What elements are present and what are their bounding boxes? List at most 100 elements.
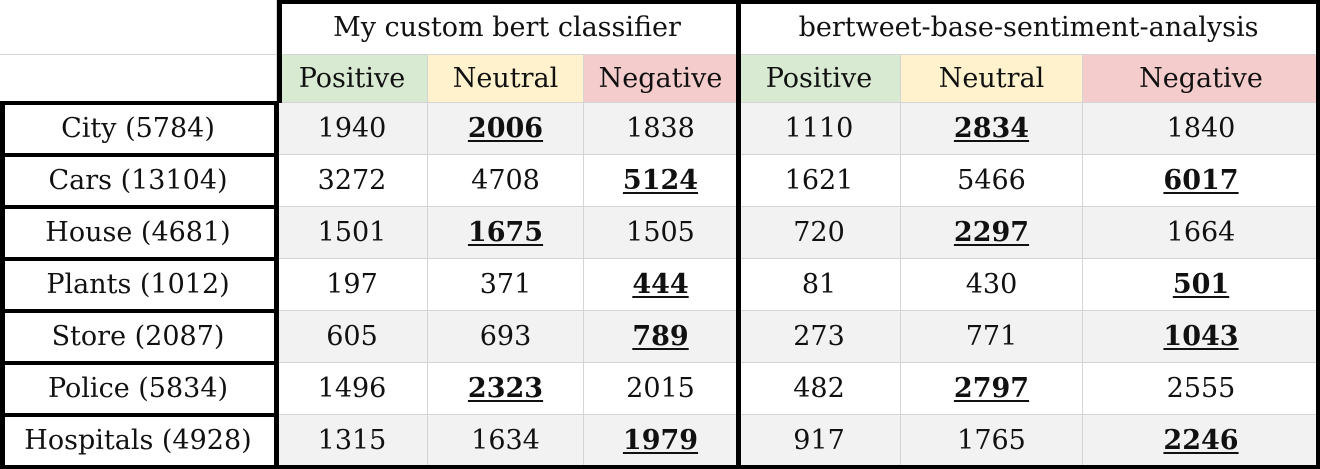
value: 1505: [626, 217, 695, 248]
value: 2015: [626, 373, 695, 404]
value: 1940: [317, 113, 387, 144]
value-cell: 5466: [901, 155, 1083, 207]
max-value: 1979: [622, 425, 699, 456]
max-value: 444: [632, 269, 689, 300]
value: 3272: [317, 165, 387, 196]
value-cell: 501: [1083, 259, 1320, 311]
border-group-divider: [736, 0, 741, 469]
value-cell: 1675: [428, 207, 584, 259]
value: 1496: [317, 373, 387, 404]
value: 482: [793, 373, 845, 404]
value-cell: 2015: [584, 363, 738, 415]
value-cell: 2834: [901, 103, 1083, 155]
border-label-right: [274, 103, 279, 469]
value: 430: [965, 269, 1018, 300]
value-cell: 917: [738, 415, 901, 467]
group-header: bertweet-base-sentiment-analysis: [738, 0, 1320, 55]
value-cell: 1634: [428, 415, 584, 467]
row-separator: [0, 413, 279, 417]
value: 273: [793, 321, 845, 352]
value: 371: [479, 269, 532, 300]
max-value: 2006: [467, 113, 544, 144]
value-cell: 1505: [584, 207, 738, 259]
value: 917: [793, 425, 845, 456]
value-cell: 2797: [901, 363, 1083, 415]
row-label: Police (5834): [0, 363, 277, 415]
value-cell: 2555: [1083, 363, 1320, 415]
value-cell: 4708: [428, 155, 584, 207]
value: 4708: [471, 165, 540, 196]
value-cell: 1838: [584, 103, 738, 155]
value-cell: 2297: [901, 207, 1083, 259]
value-cell: 1979: [584, 415, 738, 467]
subheader-neutral: Neutral: [901, 55, 1083, 103]
row-separator: [0, 465, 279, 469]
value: 1840: [1166, 113, 1236, 144]
value-cell: 273: [738, 311, 901, 363]
corner-cell: [0, 55, 277, 103]
value: 197: [326, 269, 378, 300]
max-value: 2246: [1163, 425, 1239, 456]
value-cell: 2323: [428, 363, 584, 415]
value-cell: 1940: [277, 103, 428, 155]
row-separator: [0, 309, 279, 313]
value-cell: 789: [584, 311, 738, 363]
value-cell: 81: [738, 259, 901, 311]
value: 693: [479, 321, 532, 352]
row-separator: [0, 101, 279, 105]
row-label: House (4681): [0, 207, 277, 259]
value: 81: [801, 269, 837, 300]
value-cell: 720: [738, 207, 901, 259]
value-cell: 3272: [277, 155, 428, 207]
row-label: City (5784): [0, 103, 277, 155]
max-value: 1675: [467, 217, 544, 248]
value: 1664: [1166, 217, 1236, 248]
value-cell: 482: [738, 363, 901, 415]
subheader-positive: Positive: [277, 55, 428, 103]
border-data-left: [0, 103, 5, 469]
max-value: 2323: [467, 373, 544, 404]
max-value: 501: [1172, 269, 1230, 300]
border-left-header: [277, 0, 282, 103]
value: 2555: [1166, 373, 1236, 404]
value-cell: 1765: [901, 415, 1083, 467]
value-cell: 1501: [277, 207, 428, 259]
subheader-negative: Negative: [1083, 55, 1320, 103]
value-cell: 1110: [738, 103, 901, 155]
row-label: Plants (1012): [0, 259, 277, 311]
max-value: 6017: [1163, 165, 1239, 196]
max-value: 2297: [953, 217, 1030, 248]
value: 1838: [626, 113, 695, 144]
value-cell: 371: [428, 259, 584, 311]
value: 1315: [317, 425, 387, 456]
subheader-neutral: Neutral: [428, 55, 584, 103]
row-separator: [0, 205, 279, 209]
max-value: 2834: [953, 113, 1030, 144]
row-separator: [0, 257, 279, 261]
value-cell: 605: [277, 311, 428, 363]
value-cell: 1664: [1083, 207, 1320, 259]
value-cell: 6017: [1083, 155, 1320, 207]
group-header: My custom bert classifier: [277, 0, 738, 55]
border-bottom: [0, 465, 1320, 469]
value: 1634: [471, 425, 540, 456]
value-cell: 1840: [1083, 103, 1320, 155]
value-cell: 2246: [1083, 415, 1320, 467]
value: 1765: [957, 425, 1026, 456]
value-cell: 1496: [277, 363, 428, 415]
value: 1621: [784, 165, 854, 196]
value-cell: 1621: [738, 155, 901, 207]
value: 1110: [784, 113, 854, 144]
max-value: 2797: [953, 373, 1030, 404]
value: 771: [965, 321, 1018, 352]
border-top: [277, 0, 1320, 4]
row-label: Hospitals (4928): [0, 415, 277, 467]
value-cell: 1315: [277, 415, 428, 467]
value-cell: 5124: [584, 155, 738, 207]
value-cell: 771: [901, 311, 1083, 363]
value: 720: [793, 217, 845, 248]
max-value: 789: [632, 321, 689, 352]
value: 5466: [957, 165, 1026, 196]
value-cell: 2006: [428, 103, 584, 155]
